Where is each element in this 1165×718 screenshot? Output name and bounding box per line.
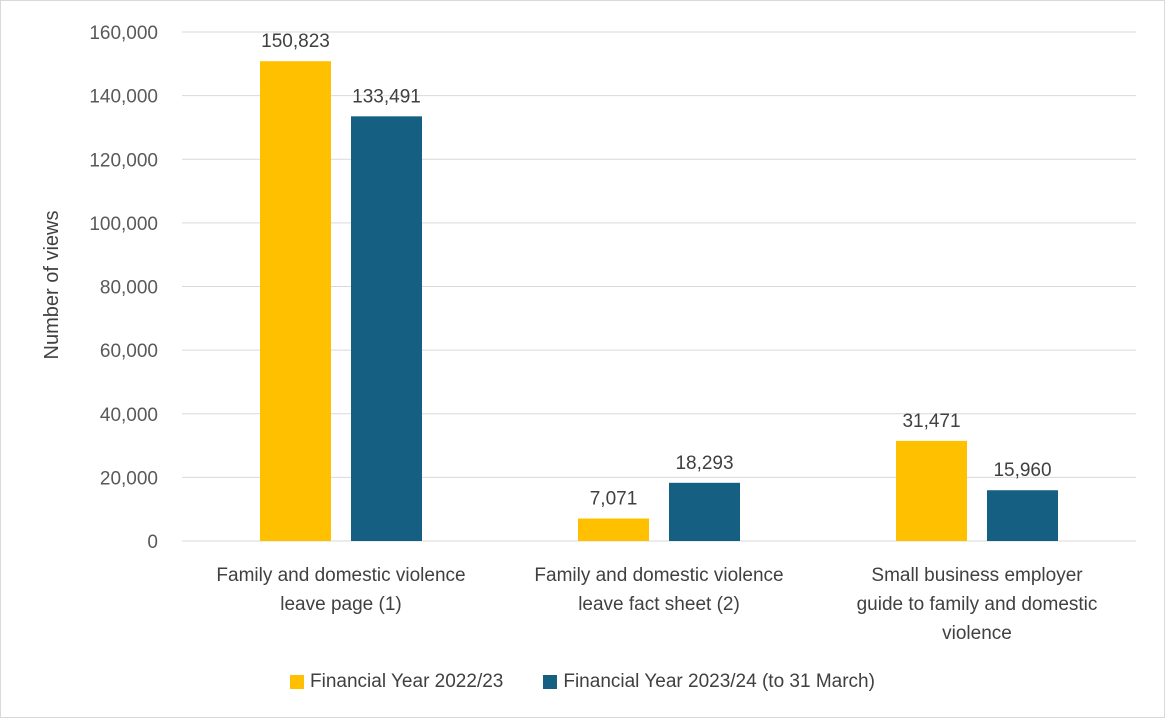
data-labels: 150,823 133,491 7,071 18,293 31,471 15,960: [261, 31, 1051, 509]
legend-swatch-fy2023-24: [543, 675, 558, 689]
y-tick-label: 80,000: [100, 278, 158, 299]
bar-series1-cat0: [351, 116, 422, 541]
gridlines: [182, 31, 1136, 542]
legend-item-fy2022-23: Financial Year 2022/23: [290, 671, 503, 693]
y-tick-label: 140,000: [89, 87, 158, 108]
category-label: Small business employer: [871, 565, 1083, 586]
data-label: 7,071: [590, 489, 638, 510]
bar-series1-cat1: [669, 482, 740, 541]
legend-label-fy2022-23: Financial Year 2022/23: [310, 671, 504, 692]
category-label: Family and domestic violence: [216, 565, 465, 586]
category-label: Family and domestic violence: [534, 565, 783, 586]
bar-series0-cat1: [578, 518, 649, 541]
category-label: violence: [942, 623, 1012, 644]
legend-label-fy2023-24: Financial Year 2023/24 (to 31 March): [563, 671, 875, 692]
bar-series0-cat2: [896, 440, 967, 541]
data-label: 31,471: [902, 411, 960, 432]
y-tick-label: 0: [147, 532, 158, 553]
bar-series1-cat2: [987, 490, 1058, 541]
category-labels: Family and domestic violence leave page (…: [216, 565, 1097, 644]
data-label: 15,960: [993, 460, 1051, 481]
data-label: 18,293: [675, 453, 733, 474]
y-axis-label: Number of views: [41, 211, 63, 360]
legend-item-fy2023-24: Financial Year 2023/24 (to 31 March): [543, 671, 875, 693]
data-label: 150,823: [261, 31, 330, 52]
bar-series0-cat0: [260, 61, 331, 541]
y-tick-label: 160,000: [89, 23, 158, 44]
y-tick-label: 120,000: [89, 150, 158, 171]
legend: Financial Year 2022/23 Financial Year 20…: [0, 671, 1165, 693]
category-label: leave page (1): [280, 594, 401, 615]
y-tick-label: 40,000: [100, 405, 158, 426]
y-axis-ticks: 0 20,000 40,000 60,000 80,000 100,000 120,000 1…: [89, 23, 158, 553]
bars: [260, 61, 1058, 541]
category-label: guide to family and domestic: [857, 594, 1098, 615]
y-tick-label: 60,000: [100, 341, 158, 362]
data-label: 133,491: [352, 86, 421, 107]
category-label: leave fact sheet (2): [578, 594, 740, 615]
y-tick-label: 20,000: [100, 468, 158, 489]
y-tick-label: 100,000: [89, 214, 158, 235]
legend-swatch-fy2022-23: [290, 675, 305, 689]
